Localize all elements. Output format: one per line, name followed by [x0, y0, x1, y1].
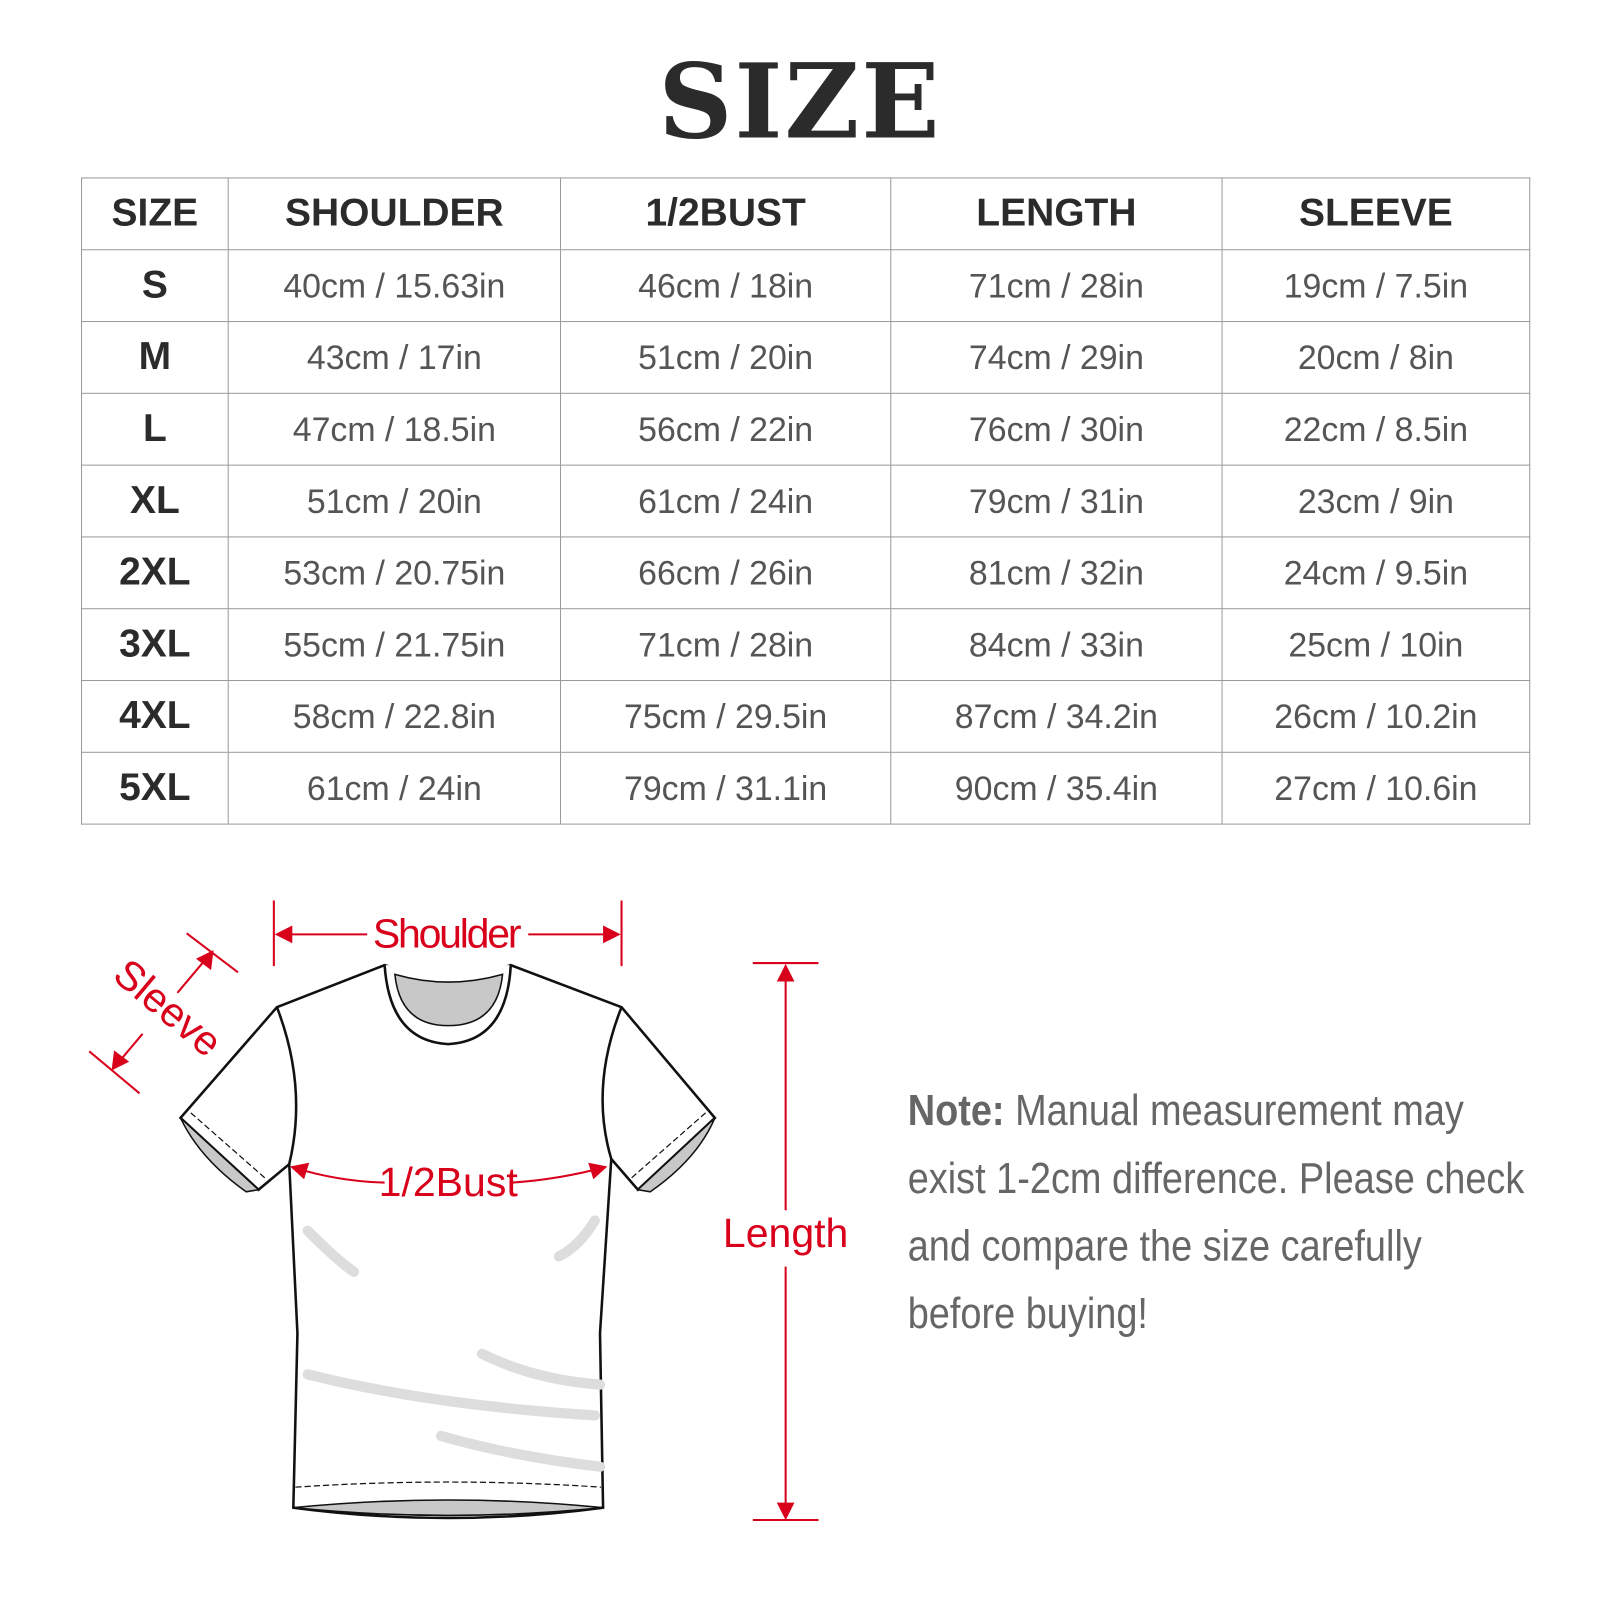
- table-row: M 43cm / 17in 51cm / 20in 74cm / 29in 20cm /…: [81, 321, 1531, 394]
- header-sleeve: SLEEVE: [1221, 177, 1531, 251]
- sleeve-cell: 26cm / 10.2in: [1221, 679, 1531, 753]
- shoulder-cell: 53cm / 20.75in: [227, 536, 562, 610]
- bust-label: 1/2Bust: [379, 1159, 519, 1205]
- measure-lines: [88, 900, 819, 1522]
- sleeve-cell: 23cm / 9in: [1221, 464, 1531, 538]
- bust-cell: 61cm / 24in: [559, 464, 892, 538]
- size-cell: 3XL: [81, 608, 229, 682]
- length-cell: 81cm / 32in: [890, 536, 1223, 610]
- size-cell: XL: [81, 464, 229, 538]
- shoulder-cell: 40cm / 15.63in: [227, 249, 562, 323]
- header-length: LENGTH: [890, 177, 1223, 251]
- bust-cell: 79cm / 31.1in: [559, 751, 892, 825]
- bust-cell: 66cm / 26in: [559, 536, 892, 610]
- shoulder-cell: 55cm / 21.75in: [227, 608, 562, 682]
- arrow-icon: [603, 925, 621, 944]
- table-row: 2XL 53cm / 20.75in 66cm / 26in 81cm / 32in 2…: [81, 536, 1531, 610]
- shoulder-cell: 43cm / 17in: [227, 321, 562, 394]
- size-cell: 4XL: [81, 679, 229, 753]
- size-cell: 5XL: [81, 751, 229, 825]
- bust-cell: 51cm / 20in: [559, 321, 892, 394]
- sleeve-cell: 22cm / 8.5in: [1221, 392, 1531, 466]
- shoulder-label: Shoulder: [373, 911, 522, 957]
- sleeve-cell: 24cm / 9.5in: [1221, 536, 1531, 610]
- header-bust: 1/2BUST: [559, 177, 892, 251]
- length-cell: 76cm / 30in: [890, 392, 1223, 466]
- size-cell: M: [81, 321, 229, 394]
- bust-cell: 46cm / 18in: [559, 249, 892, 323]
- size-cell: L: [81, 392, 229, 466]
- table-row: XL 51cm / 20in 61cm / 24in 79cm / 31in 23cm …: [81, 464, 1531, 538]
- table-row: 4XL 58cm / 22.8in 75cm / 29.5in 87cm / 34.2…: [81, 679, 1531, 753]
- bust-cell: 75cm / 29.5in: [559, 679, 892, 753]
- sleeve-cell: 25cm / 10in: [1221, 608, 1531, 682]
- note-body: Manual measurement may exist 1-2cm diffe…: [907, 1086, 1525, 1338]
- length-label: Length: [723, 1210, 848, 1256]
- bust-cell: 71cm / 28in: [559, 608, 892, 682]
- arrow-icon: [776, 963, 795, 982]
- header-size: SIZE: [81, 177, 229, 251]
- length-cell: 74cm / 29in: [890, 321, 1223, 394]
- shoulder-cell: 58cm / 22.8in: [227, 679, 562, 753]
- sleeve-cell: 20cm / 8in: [1221, 321, 1531, 394]
- size-cell: 2XL: [81, 536, 229, 610]
- note-text: Note: Manual measurement may exist 1-2cm…: [908, 1077, 1540, 1348]
- table-row: L 47cm / 18.5in 56cm / 22in 76cm / 30in 22cm…: [81, 392, 1531, 466]
- table-row: 5XL 61cm / 24in 79cm / 31.1in 90cm / 35.4in…: [81, 751, 1531, 825]
- header-shoulder: SHOULDER: [227, 177, 562, 251]
- fold-shading: [302, 1215, 606, 1472]
- sleeve-cell: 19cm / 7.5in: [1221, 249, 1531, 323]
- sleeve-label: Sleeve: [105, 950, 231, 1066]
- note-label: Note:: [907, 1086, 1005, 1135]
- size-cell: S: [81, 249, 229, 323]
- shoulder-cell: 61cm / 24in: [227, 751, 562, 825]
- length-cell: 90cm / 35.4in: [890, 751, 1223, 825]
- arrow-icon: [776, 1502, 795, 1521]
- size-table: SIZE SHOULDER 1/2BUST LENGTH SLEEVE S 40c…: [81, 177, 1531, 825]
- page-title: SIZE: [658, 41, 942, 163]
- table-header-row: SIZE SHOULDER 1/2BUST LENGTH SLEEVE: [81, 177, 1531, 251]
- sleeve-cell: 27cm / 10.6in: [1221, 751, 1531, 825]
- table-row: S 40cm / 15.63in 46cm / 18in 71cm / 28in 19c…: [81, 249, 1531, 323]
- arrow-icon: [274, 925, 293, 944]
- bust-cell: 56cm / 22in: [559, 392, 892, 466]
- shoulder-cell: 51cm / 20in: [227, 464, 562, 538]
- table-row: 3XL 55cm / 21.75in 71cm / 28in 84cm / 33in 2…: [81, 608, 1531, 682]
- length-cell: 71cm / 28in: [890, 249, 1223, 323]
- length-cell: 84cm / 33in: [890, 608, 1223, 682]
